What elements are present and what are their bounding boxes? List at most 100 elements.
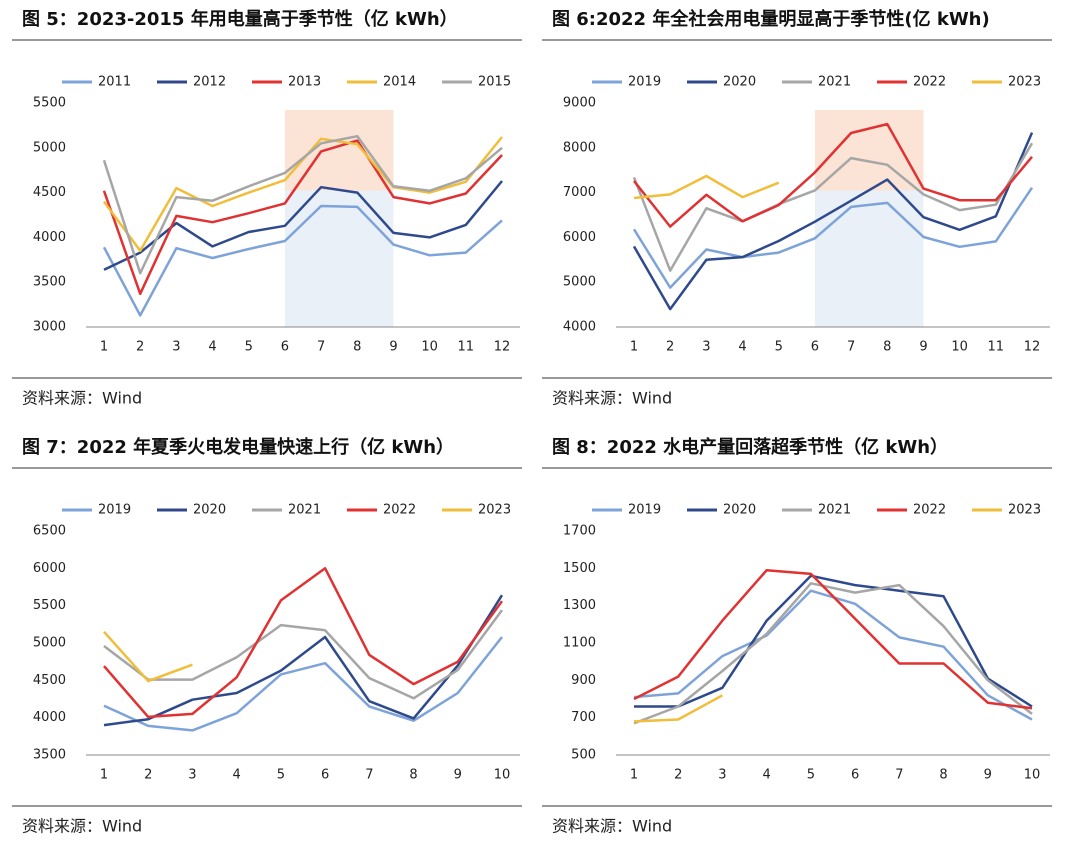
x-tick-label: 12 [494,340,511,355]
series-line [634,574,1033,708]
x-tick-label: 8 [939,768,947,783]
y-tick-label: 5000 [563,275,596,290]
x-tick-label: 11 [988,340,1005,355]
y-tick-label: 4000 [563,320,596,335]
series-line [632,187,1034,289]
y-tick-label: 4000 [33,710,66,725]
legend-label: 2019 [98,503,131,518]
y-tick-label: 5500 [33,96,66,111]
y-tick-label: 5000 [33,636,66,651]
series-line [632,132,1034,311]
y-tick-label: 1700 [563,524,596,539]
chart-title: 图 8：2022 水电产量回落超季节性（亿 kWh） [552,436,948,458]
x-tick-label: 2 [674,768,682,783]
source-note: 资料来源：Wind [22,389,142,408]
x-tick-label: 10 [1024,768,1041,783]
x-tick-label: 12 [1024,340,1041,355]
x-tick-label: 8 [353,340,361,355]
x-tick-label: 7 [847,340,855,355]
y-tick-label: 7000 [563,185,596,200]
chart-title: 图 5：2023-2015 年用电量高于季节性（亿 kWh） [22,8,458,30]
x-tick-label: 5 [277,768,285,783]
x-tick-label: 4 [208,340,216,355]
x-tick-label: 10 [951,340,968,355]
x-tick-label: 7 [895,768,903,783]
y-tick-label: 5000 [33,140,66,155]
series-line [102,134,503,275]
legend-label: 2023 [478,503,511,518]
legend-label: 2013 [288,75,321,90]
y-tick-label: 1100 [563,636,596,651]
legend-label: 2020 [723,75,756,90]
legend-label: 2020 [193,503,226,518]
x-tick-label: 6 [321,768,329,783]
x-tick-label: 9 [984,768,992,783]
x-tick-label: 4 [763,768,771,783]
x-tick-label: 3 [702,340,710,355]
legend-label: 2021 [288,503,321,518]
series-line [103,630,193,683]
x-tick-label: 8 [883,340,891,355]
y-tick-label: 6000 [563,230,596,245]
chart-panel: 图 8：2022 水电产量回落超季节性（亿 kWh） 500 700 900 1100 1… [542,436,1052,836]
series-line [103,567,504,719]
chart-panel: 图 6:2022 年全社会用电量明显高于季节性(亿 kWh) 4000 5000 60… [542,8,1052,408]
series-line [633,122,1033,228]
highlight-band [814,110,924,327]
legend-label: 2012 [193,75,226,90]
series-line [633,174,780,200]
y-tick-label: 4500 [33,673,66,688]
source-note: 资料来源：Wind [552,817,672,836]
chart-panel: 图 5：2023-2015 年用电量高于季节性（亿 kWh） 3000 3500 40… [12,8,522,408]
y-tick-label: 4500 [33,185,66,200]
x-tick-label: 6 [281,340,289,355]
x-tick-label: 2 [144,768,152,783]
y-tick-label: 6500 [33,524,66,539]
x-tick-label: 1 [630,768,638,783]
series-line [103,636,503,732]
legend-label: 2023 [1008,503,1041,518]
x-tick-label: 9 [454,768,462,783]
legend-label: 2020 [723,503,756,518]
x-tick-label: 8 [409,768,417,783]
series-line [633,568,1033,710]
y-tick-label: 500 [571,748,596,763]
legend-label: 2019 [628,503,661,518]
x-tick-label: 4 [738,340,746,355]
y-tick-label: 8000 [563,140,596,155]
x-tick-label: 1 [100,340,108,355]
x-tick-label: 9 [919,340,927,355]
y-tick-label: 900 [571,673,596,688]
y-tick-label: 3500 [33,748,66,763]
x-tick-label: 6 [851,768,859,783]
y-tick-label: 1300 [563,598,596,613]
chart-title: 图 6:2022 年全社会用电量明显高于季节性(亿 kWh) [552,8,990,30]
x-tick-label: 5 [807,768,815,783]
x-tick-label: 9 [389,340,397,355]
chart-title: 图 7：2022 年夏季火电发电量快速上行（亿 kWh） [22,436,454,458]
y-tick-label: 3000 [33,320,66,335]
y-tick-label: 9000 [563,96,596,111]
series-line [633,694,724,723]
series-line [102,204,503,317]
series-line [102,139,503,296]
legend-label: 2015 [478,75,511,90]
x-tick-label: 7 [317,340,325,355]
y-tick-label: 5500 [33,598,66,613]
x-tick-label: 11 [458,340,475,355]
legend-label: 2011 [98,75,131,90]
y-tick-label: 3500 [33,275,66,290]
legend-label: 2022 [913,75,946,90]
x-tick-label: 10 [421,340,438,355]
x-tick-label: 2 [666,340,674,355]
x-tick-label: 1 [100,768,108,783]
source-note: 资料来源：Wind [22,817,142,836]
x-tick-label: 5 [775,340,783,355]
x-tick-label: 3 [188,768,196,783]
x-tick-label: 5 [245,340,253,355]
series-line [103,609,504,700]
legend-label: 2022 [913,503,946,518]
legend-label: 2014 [383,75,416,90]
x-tick-label: 3 [172,340,180,355]
